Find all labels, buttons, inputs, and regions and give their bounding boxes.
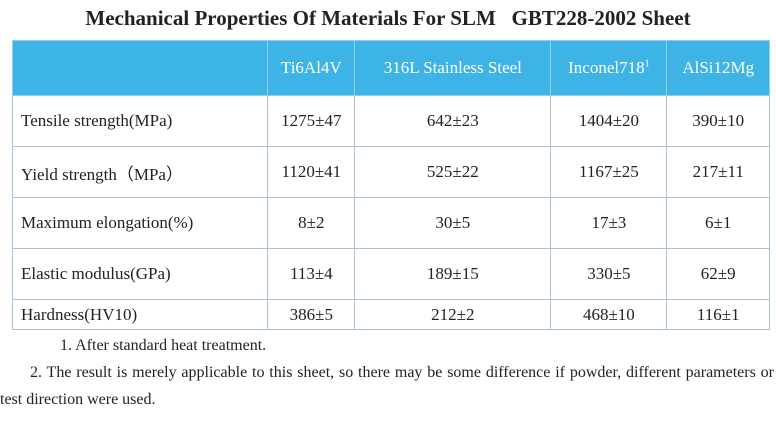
header-cell: 316L Stainless Steel — [354, 40, 552, 96]
header-cell: Inconel7181 — [550, 40, 668, 96]
header-text: Inconel718 — [568, 58, 645, 77]
notes: 1. After standard heat treatment. 2. The … — [0, 332, 774, 413]
table-row: Yield strength（MPa） 1120±41 525±22 1167±25 2… — [11, 146, 770, 198]
cell: 6±1 — [666, 197, 770, 249]
cell: 30±5 — [354, 197, 552, 249]
cell: 212±2 — [354, 299, 552, 330]
table: Ti6Al4V 316L Stainless Steel Inconel7181 Al… — [11, 40, 770, 330]
row-label: Yield strength（MPa） — [11, 146, 269, 198]
cell: 8±2 — [267, 197, 356, 249]
cell: 17±3 — [550, 197, 668, 249]
row-label: Elastic modulus(GPa) — [11, 248, 269, 300]
cell: 62±9 — [666, 248, 770, 300]
cell: 525±22 — [354, 146, 552, 198]
table-row: Maximum elongation(%) 8±2 30±5 17±3 6±1 — [11, 197, 770, 249]
cell: 642±23 — [354, 95, 552, 147]
cell: 386±5 — [267, 299, 356, 330]
header-cell: Ti6Al4V — [267, 40, 356, 96]
row-label: Tensile strength(MPa) — [11, 95, 269, 147]
header-cell: AlSi12Mg — [666, 40, 770, 96]
cell: 1167±25 — [550, 146, 668, 198]
cell: 390±10 — [666, 95, 770, 147]
cell: 217±11 — [666, 146, 770, 198]
table-row: Elastic modulus(GPa) 113±4 189±15 330±5 62±9 — [11, 248, 770, 300]
row-label: Maximum elongation(%) — [11, 197, 269, 249]
header-row: Ti6Al4V 316L Stainless Steel Inconel7181 Al… — [11, 40, 770, 96]
cell: 113±4 — [267, 248, 356, 300]
table-row: Hardness(HV10) 386±5 212±2 468±10 116±1 — [11, 299, 770, 330]
cell: 1120±41 — [267, 146, 356, 198]
title: Mechanical Properties Of Materials For S… — [85, 6, 691, 30]
header-cell — [11, 40, 269, 96]
cell: 468±10 — [550, 299, 668, 330]
cell: 1404±20 — [550, 95, 668, 147]
note: 2. The result is merely applicable to th… — [0, 364, 774, 408]
cell: 1275±47 — [267, 95, 356, 147]
row-label: Hardness(HV10) — [11, 299, 269, 330]
table-row: Tensile strength(MPa) 1275±47 642±23 1404±2… — [11, 95, 770, 147]
cell: 330±5 — [550, 248, 668, 300]
cell: 189±15 — [354, 248, 552, 300]
cell: 116±1 — [666, 299, 770, 330]
superscript: 1 — [644, 58, 650, 70]
note: 1. After standard heat treatment. — [60, 337, 267, 354]
